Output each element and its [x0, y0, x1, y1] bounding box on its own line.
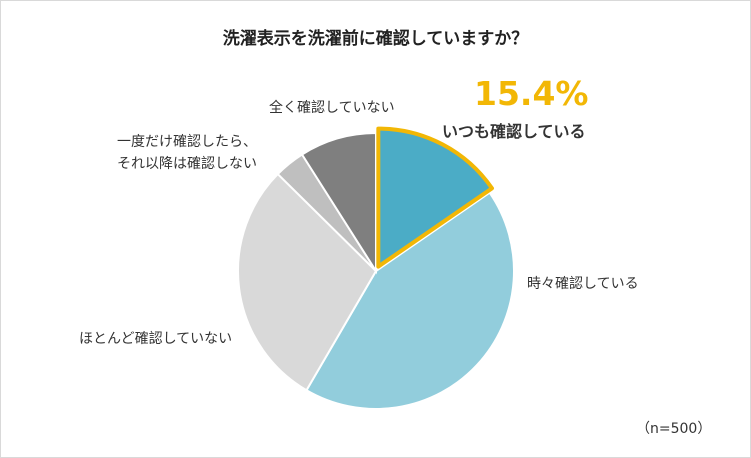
slice-always-highlight-outline: [376, 126, 494, 269]
label-once-line1: 一度だけ確認したら、: [117, 134, 257, 150]
slice-sometimes: [305, 191, 515, 410]
highlight-percent: 15.4%: [474, 74, 589, 113]
slice-rarely: [237, 172, 378, 392]
slice-never: [300, 131, 377, 275]
chart-title: 洗濯表示を洗濯前に確認していますか？: [222, 29, 529, 49]
label-never: 全く確認していない: [269, 100, 395, 116]
label-rarely: ほとんど確認していない: [79, 331, 233, 347]
highlight-label: いつも確認している: [442, 122, 586, 141]
label-once-line2: それ以降は確認しない: [117, 156, 257, 172]
label-sometimes: 時々確認している: [527, 276, 639, 292]
sample-size-note: （n=500）: [636, 421, 712, 437]
